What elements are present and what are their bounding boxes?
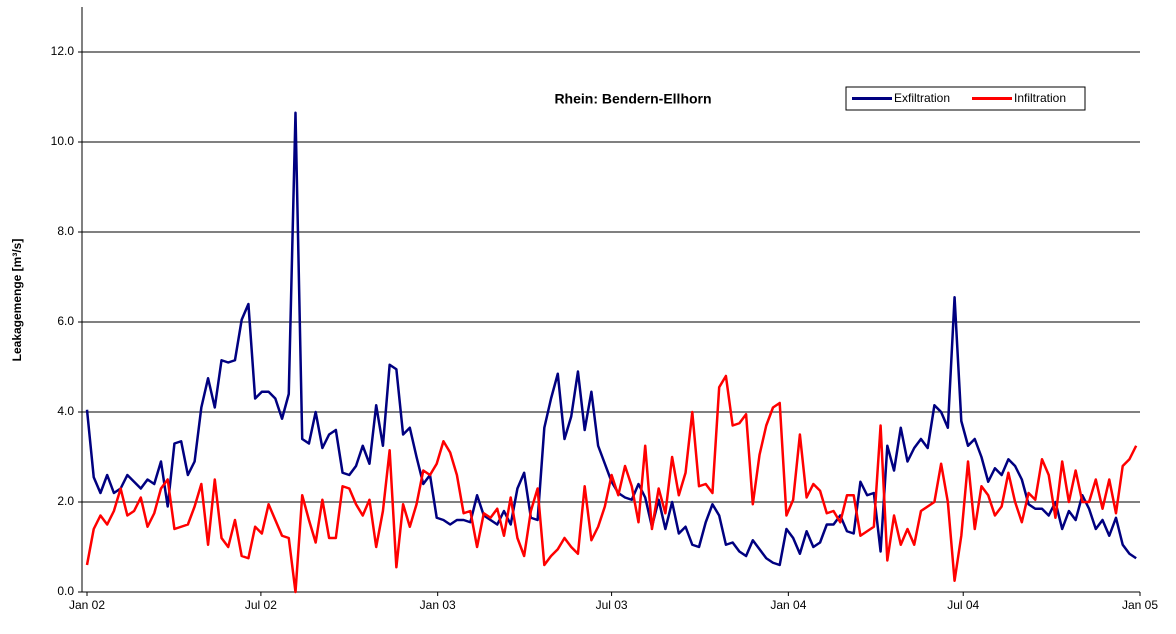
- chart-title: Rhein: Bendern-Ellhorn: [554, 91, 711, 107]
- legend-label: Infiltration: [1014, 91, 1066, 105]
- x-tick-label: Jul 04: [947, 598, 979, 612]
- y-tick-label: 12.0: [51, 44, 75, 58]
- x-tick-label: Jul 03: [596, 598, 628, 612]
- y-tick-label: 8.0: [57, 224, 74, 238]
- y-tick-label: 0.0: [57, 584, 74, 598]
- x-tick-label: Jan 05: [1122, 598, 1158, 612]
- y-tick-label: 4.0: [57, 404, 74, 418]
- legend-box: [845, 86, 1086, 111]
- x-tick-label: Jan 04: [770, 598, 806, 612]
- series-line: [85, 111, 1137, 567]
- series-line: [85, 374, 1138, 594]
- x-tick-label: Jan 03: [420, 598, 456, 612]
- y-tick-label: 2.0: [57, 494, 74, 508]
- y-axis-label: Leakagemenge [m³/s]: [10, 239, 24, 362]
- y-tick-label: 10.0: [51, 134, 75, 148]
- y-tick-label: 6.0: [57, 314, 74, 328]
- x-tick-label: Jul 02: [245, 598, 277, 612]
- x-tick-label: Jan 02: [69, 598, 105, 612]
- legend-label: Exfiltration: [894, 91, 950, 105]
